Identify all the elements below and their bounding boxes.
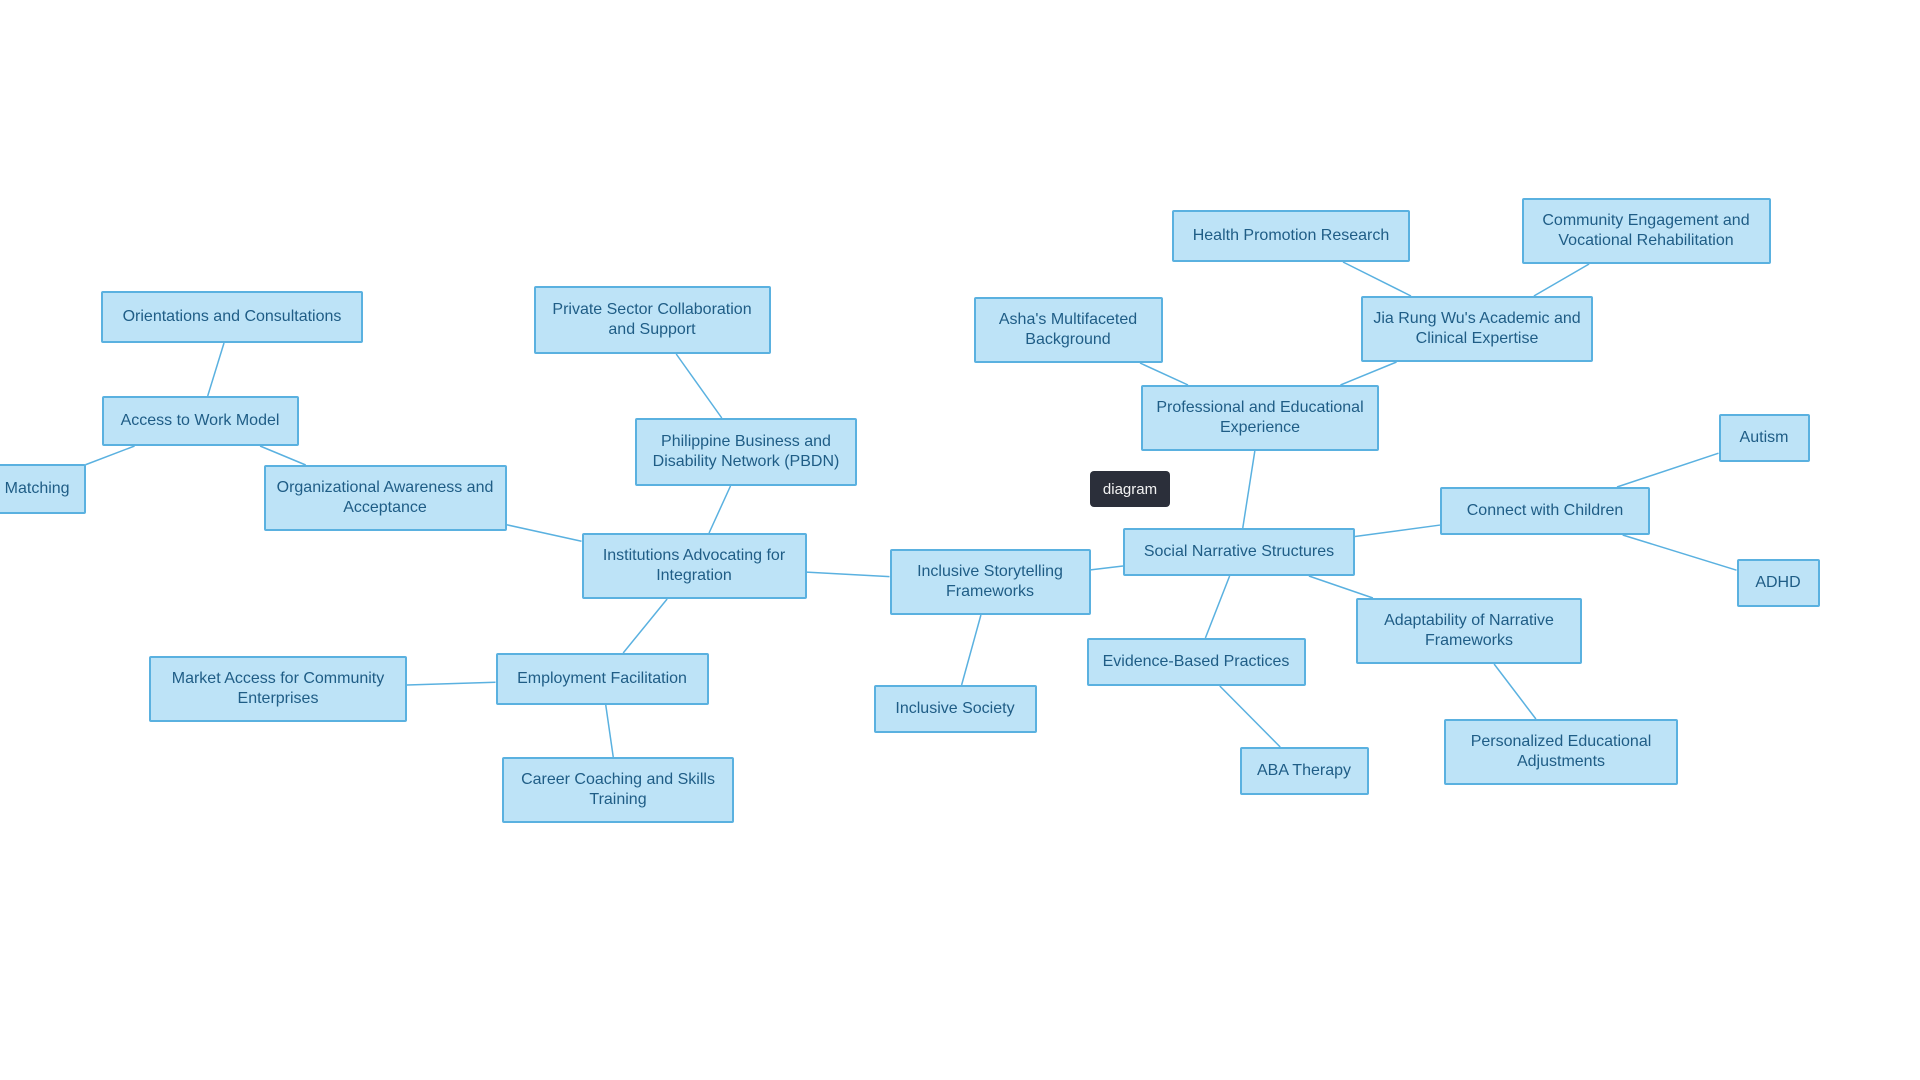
node-jia_rung[interactable]: Jia Rung Wu's Academic and Clinical Expe… xyxy=(1361,296,1593,362)
node-label: Employment Facilitation xyxy=(517,669,687,689)
node-label: Organizational Awareness and Acceptance xyxy=(276,478,495,518)
node-label: Institutions Advocating for Integration xyxy=(594,546,795,586)
node-label: Professional and Educational Experience xyxy=(1153,398,1367,438)
node-label: Health Promotion Research xyxy=(1193,226,1390,246)
node-label: Community Engagement and Vocational Reha… xyxy=(1534,211,1759,251)
node-label: Access to Work Model xyxy=(121,411,280,431)
node-connect_child[interactable]: Connect with Children xyxy=(1440,487,1650,535)
edge xyxy=(1340,362,1396,385)
edge xyxy=(260,446,306,465)
node-autism[interactable]: Autism xyxy=(1719,414,1810,462)
edge xyxy=(623,599,667,653)
edge xyxy=(1205,576,1229,638)
tooltip-diagram: diagram xyxy=(1090,471,1170,507)
node-inclusive_story[interactable]: Inclusive Storytelling Frameworks xyxy=(890,549,1091,615)
node-label: Philippine Business and Disability Netwo… xyxy=(647,432,845,472)
edge xyxy=(1220,686,1280,747)
edge xyxy=(1309,576,1373,598)
edge xyxy=(1617,453,1719,487)
node-asha[interactable]: Asha's Multifaceted Background xyxy=(974,297,1163,363)
node-label: Asha's Multifaceted Background xyxy=(986,310,1151,350)
node-private_sector[interactable]: Private Sector Collaboration and Support xyxy=(534,286,771,354)
node-label: Career Coaching and Skills Training xyxy=(514,770,722,810)
node-personalized[interactable]: Personalized Educational Adjustments xyxy=(1444,719,1678,785)
node-adapt_narr[interactable]: Adaptability of Narrative Frameworks xyxy=(1356,598,1582,664)
edge xyxy=(1494,664,1536,719)
node-label: Inclusive Storytelling Frameworks xyxy=(902,562,1079,602)
node-job_matching[interactable]: Job Matching xyxy=(0,464,86,514)
edge xyxy=(407,682,496,685)
edge xyxy=(1343,262,1411,296)
edge xyxy=(606,705,613,757)
edge xyxy=(1243,451,1255,528)
node-label: Autism xyxy=(1740,428,1789,448)
edge xyxy=(709,486,730,533)
node-evidence[interactable]: Evidence-Based Practices xyxy=(1087,638,1306,686)
node-label: Inclusive Society xyxy=(895,699,1014,719)
node-label: ABA Therapy xyxy=(1257,761,1351,781)
node-org_awareness[interactable]: Organizational Awareness and Acceptance xyxy=(264,465,507,531)
node-prof_edu[interactable]: Professional and Educational Experience xyxy=(1141,385,1379,451)
edge xyxy=(86,446,135,465)
edge xyxy=(676,354,722,418)
diagram-canvas: diagram Orientations and Consultations Ac… xyxy=(0,0,1920,1080)
edge xyxy=(1623,535,1737,570)
edge xyxy=(208,343,224,396)
node-label: Evidence-Based Practices xyxy=(1103,652,1290,672)
edge xyxy=(962,615,981,685)
node-career_coach[interactable]: Career Coaching and Skills Training xyxy=(502,757,734,823)
node-health_promo[interactable]: Health Promotion Research xyxy=(1172,210,1410,262)
node-social_narr[interactable]: Social Narrative Structures xyxy=(1123,528,1355,576)
node-label: ADHD xyxy=(1755,573,1800,593)
node-pbdn[interactable]: Philippine Business and Disability Netwo… xyxy=(635,418,857,486)
edge xyxy=(507,525,582,542)
node-label: Private Sector Collaboration and Support xyxy=(546,300,759,340)
edge xyxy=(1534,264,1589,296)
edge xyxy=(1355,525,1440,536)
node-market_access[interactable]: Market Access for Community Enterprises xyxy=(149,656,407,722)
node-label: Connect with Children xyxy=(1467,501,1624,521)
edge xyxy=(1091,566,1124,570)
node-label: Orientations and Consultations xyxy=(123,307,342,327)
node-aba[interactable]: ABA Therapy xyxy=(1240,747,1369,795)
node-label: Market Access for Community Enterprises xyxy=(161,669,395,709)
node-label: Personalized Educational Adjustments xyxy=(1456,732,1666,772)
node-inclusive_soc[interactable]: Inclusive Society xyxy=(874,685,1037,733)
node-orientations[interactable]: Orientations and Consultations xyxy=(101,291,363,343)
node-label: Job Matching xyxy=(0,479,70,499)
edges-layer xyxy=(0,0,1920,1080)
node-institutions[interactable]: Institutions Advocating for Integration xyxy=(582,533,807,599)
node-label: Social Narrative Structures xyxy=(1144,542,1334,562)
edge xyxy=(1140,363,1188,385)
node-adhd[interactable]: ADHD xyxy=(1737,559,1820,607)
edge xyxy=(807,572,890,576)
node-label: Jia Rung Wu's Academic and Clinical Expe… xyxy=(1373,309,1581,349)
node-employment_fac[interactable]: Employment Facilitation xyxy=(496,653,709,705)
node-label: Adaptability of Narrative Frameworks xyxy=(1368,611,1570,651)
node-access_work[interactable]: Access to Work Model xyxy=(102,396,299,446)
node-community_eng[interactable]: Community Engagement and Vocational Reha… xyxy=(1522,198,1771,264)
tooltip-label: diagram xyxy=(1103,481,1157,498)
